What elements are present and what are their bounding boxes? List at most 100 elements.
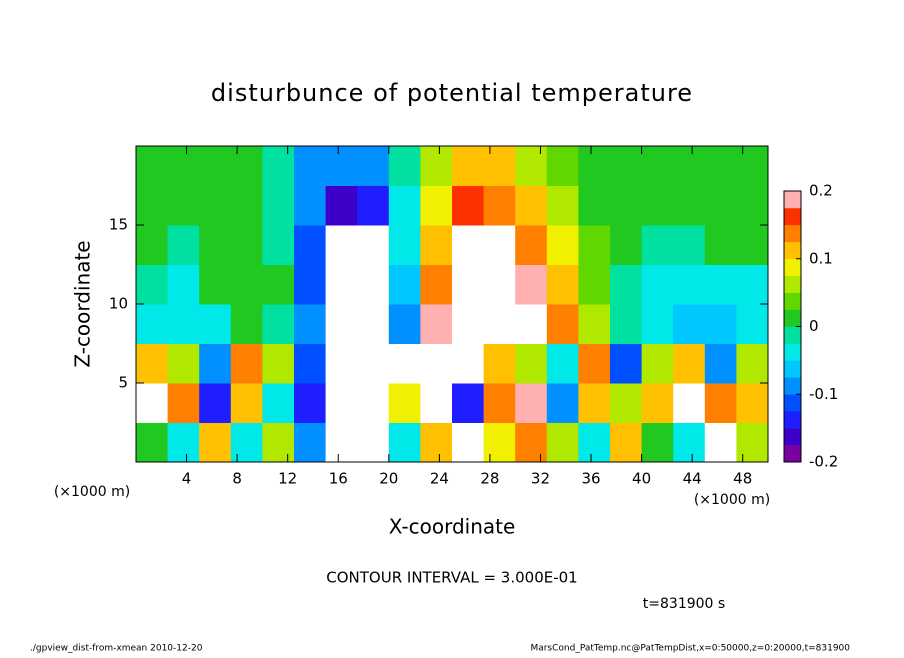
cell <box>641 225 674 265</box>
cell <box>262 185 295 226</box>
cell <box>262 225 295 265</box>
cell <box>325 383 358 423</box>
cell <box>136 264 169 305</box>
colorbar-tick-label: 0 <box>809 317 819 335</box>
cell <box>578 343 611 384</box>
cell <box>199 343 232 384</box>
cell <box>610 422 643 463</box>
x-tick-label: 32 <box>531 470 550 488</box>
cell <box>199 225 232 265</box>
cell <box>357 146 390 186</box>
cell <box>736 343 769 384</box>
x-tick-label: 48 <box>733 470 752 488</box>
cell <box>388 264 421 305</box>
cell <box>294 185 327 226</box>
cell <box>546 264 579 305</box>
cell <box>199 146 232 186</box>
cell <box>736 422 769 463</box>
cell <box>262 304 295 344</box>
cell <box>641 264 674 305</box>
colorbar-tick-label: 0.2 <box>809 182 833 200</box>
x-tick-label: 16 <box>329 470 348 488</box>
cell <box>230 304 263 344</box>
annotation: t=831900 s <box>643 596 725 612</box>
cell <box>515 383 548 423</box>
colorbar-swatch <box>784 360 801 378</box>
chart-title: disturbunce of potential temperature <box>211 79 693 107</box>
x-tick-label: 12 <box>278 470 297 488</box>
x-tick-label: 36 <box>581 470 600 488</box>
cell <box>230 225 263 265</box>
cell <box>704 304 737 344</box>
cell <box>388 422 421 463</box>
cell <box>610 304 643 344</box>
cell <box>388 146 421 186</box>
cell <box>199 422 232 463</box>
cell <box>420 225 453 265</box>
cell <box>325 304 358 344</box>
cell <box>736 304 769 344</box>
cell <box>641 185 674 226</box>
cell <box>483 185 516 226</box>
cell <box>325 264 358 305</box>
x-tick-label: 8 <box>232 470 242 488</box>
colorbar-swatch <box>784 292 801 310</box>
cell <box>452 146 485 186</box>
cell <box>610 225 643 265</box>
colorbar-swatch <box>784 445 801 463</box>
cell <box>420 146 453 186</box>
cell <box>199 264 232 305</box>
cell <box>294 343 327 384</box>
cell <box>167 383 200 423</box>
cell <box>230 264 263 305</box>
cell <box>294 383 327 423</box>
x-unit-label: (×1000 m) <box>694 492 770 508</box>
cell <box>483 383 516 423</box>
cell <box>673 185 706 226</box>
y-tick-label: 5 <box>118 374 128 392</box>
cell <box>167 343 200 384</box>
colorbar: -0.2 -0.1 0 0.1 0.2 <box>783 182 838 471</box>
cell <box>325 225 358 265</box>
cell <box>388 304 421 344</box>
x-tick-label: 20 <box>379 470 398 488</box>
colorbar-swatch <box>784 275 801 293</box>
colorbar-swatch <box>784 394 801 412</box>
cell <box>452 185 485 226</box>
cell <box>515 343 548 384</box>
cell <box>357 422 390 463</box>
cell <box>610 185 643 226</box>
cell <box>641 304 674 344</box>
cell <box>199 304 232 344</box>
colorbar-swatch <box>784 207 801 226</box>
cell <box>546 383 579 423</box>
cell <box>641 146 674 186</box>
cell <box>136 146 169 186</box>
cell <box>641 343 674 384</box>
cell <box>546 185 579 226</box>
colorbar-swatch <box>784 343 801 361</box>
cell <box>136 225 169 265</box>
cell <box>546 225 579 265</box>
cell <box>610 146 643 186</box>
cell <box>673 225 706 265</box>
x-axis-label: X-coordinate <box>389 515 516 539</box>
cell <box>230 383 263 423</box>
cell <box>294 304 327 344</box>
colorbar-swatch <box>784 428 801 446</box>
cell <box>673 304 706 344</box>
cell <box>610 383 643 423</box>
cell <box>325 343 358 384</box>
cell <box>167 304 200 344</box>
cell <box>136 185 169 226</box>
cell <box>262 343 295 384</box>
colorbar-swatch <box>784 258 801 276</box>
cell <box>515 185 548 226</box>
colorbar-swatch <box>784 224 801 243</box>
cell <box>483 225 516 265</box>
cell <box>610 264 643 305</box>
cell <box>262 422 295 463</box>
colorbar-swatch <box>784 326 801 344</box>
